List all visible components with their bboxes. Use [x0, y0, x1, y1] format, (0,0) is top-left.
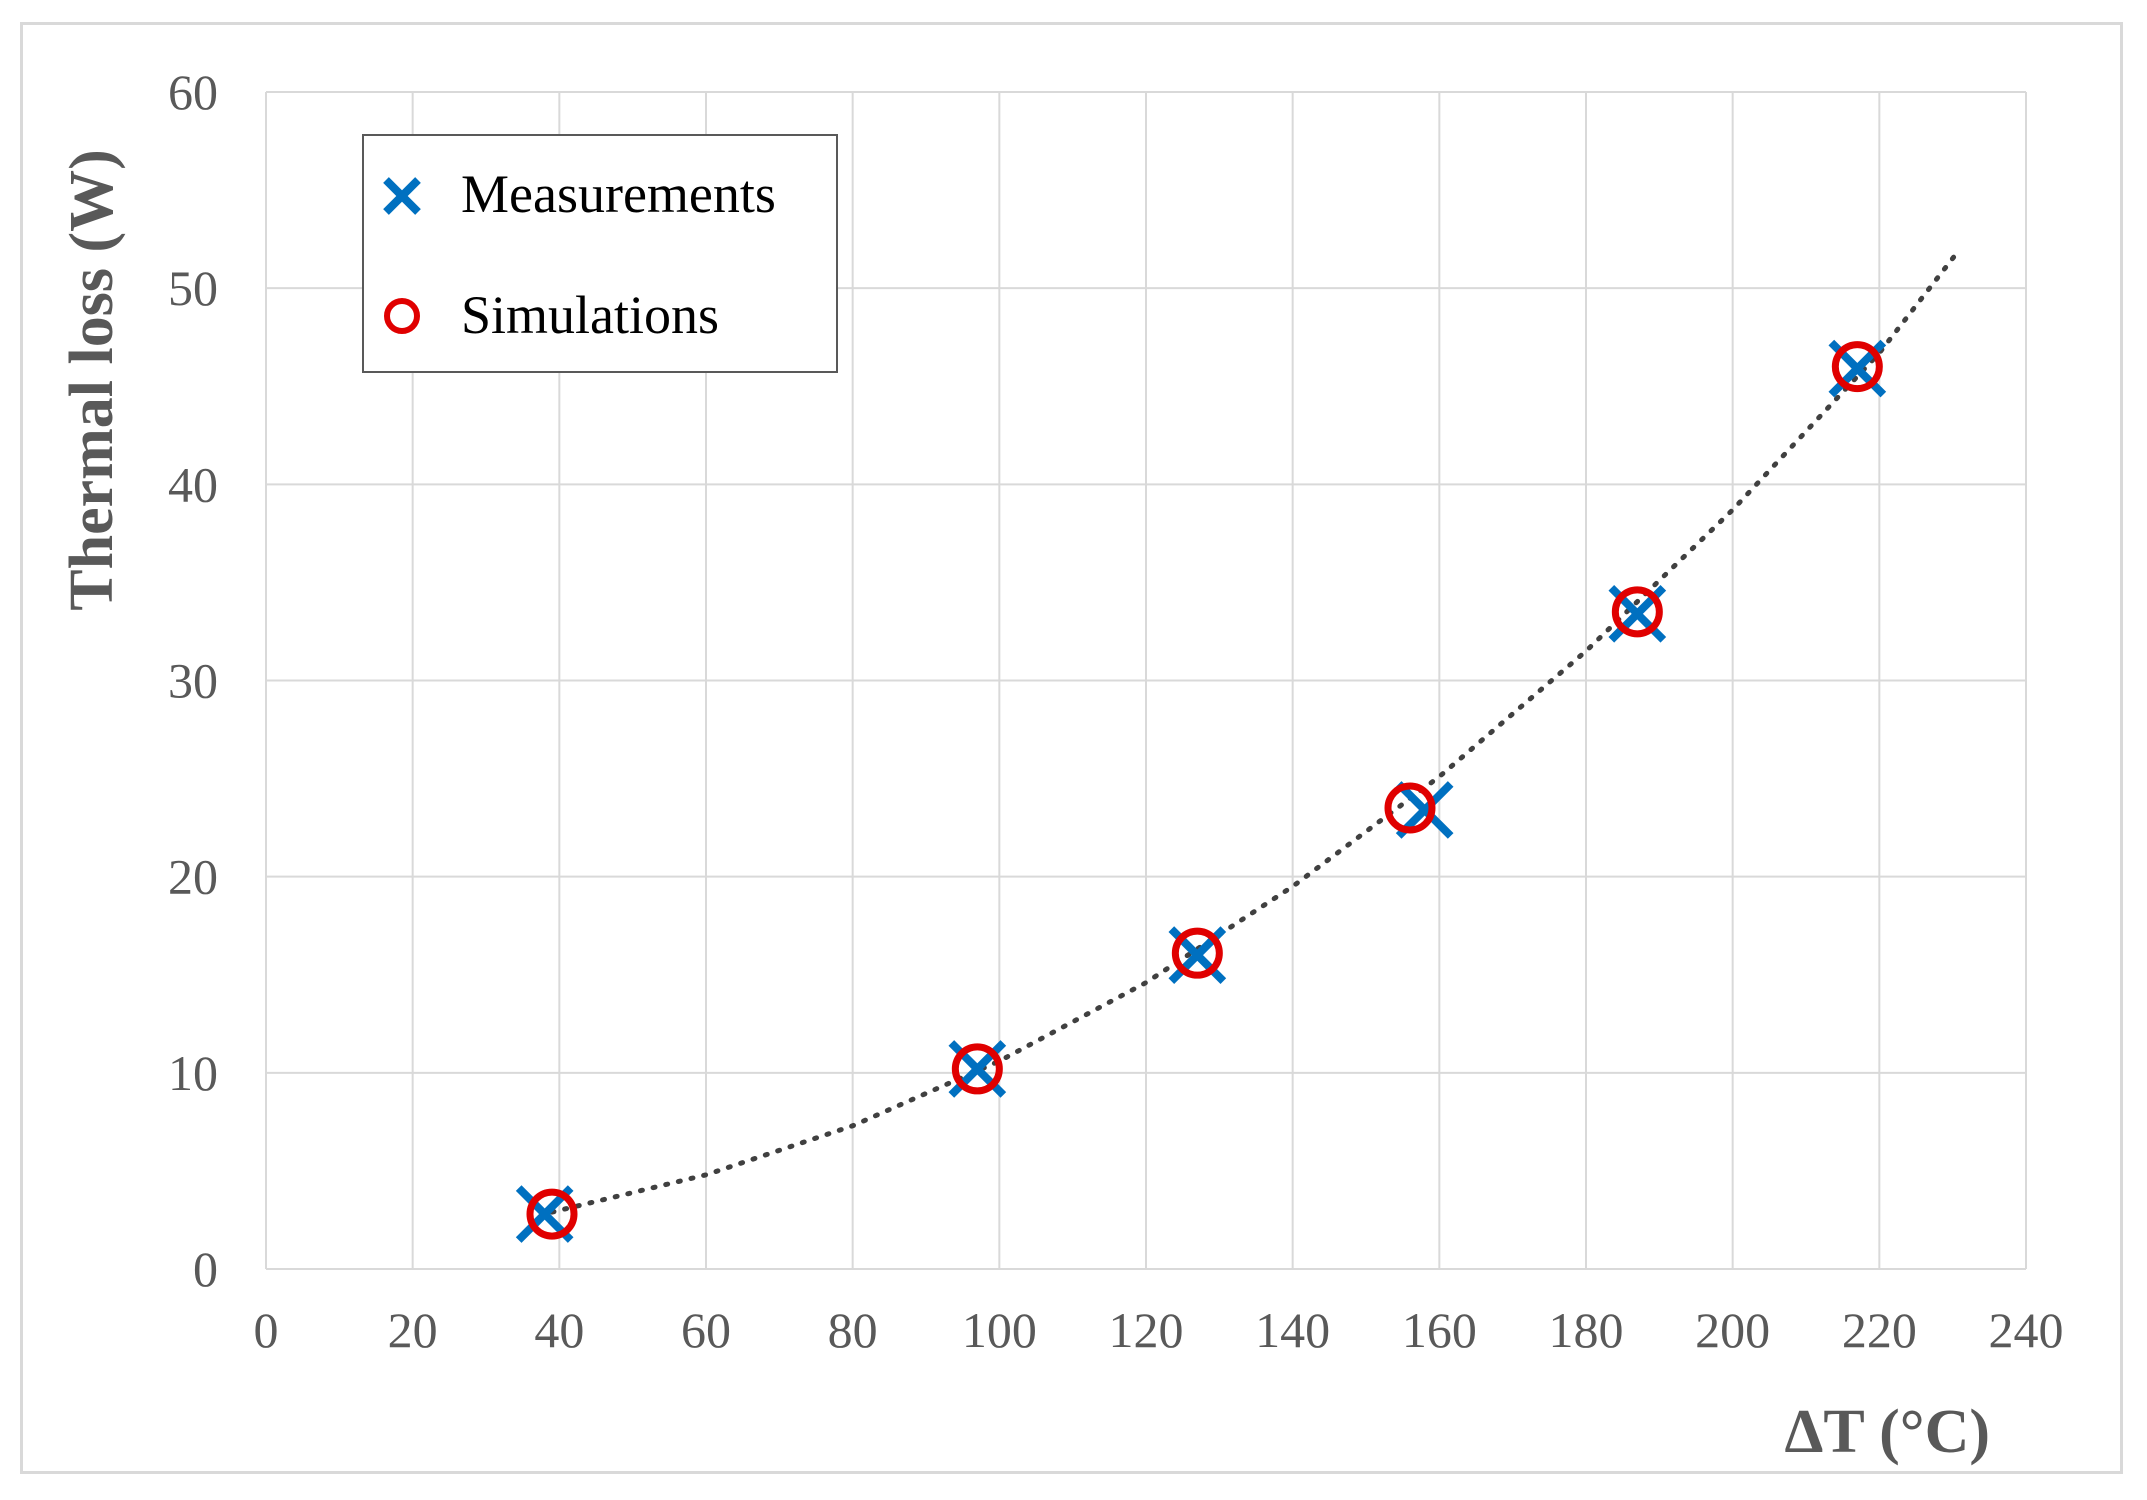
simulation-point: [1831, 341, 1883, 393]
trendline: [549, 246, 1963, 1215]
x-tick-label: 240: [1989, 1302, 2064, 1358]
legend-x-mark: [383, 177, 421, 215]
x-tick-label: 140: [1255, 1302, 1330, 1358]
legend-simulations-label: Simulations: [461, 285, 719, 345]
x-tick-label: 200: [1695, 1302, 1770, 1358]
simulation-point: [1171, 927, 1223, 979]
marks-group: [515, 339, 1887, 1243]
trendline-group: [549, 246, 1963, 1215]
x-tick-label: 80: [828, 1302, 878, 1358]
x-tick-label: 180: [1549, 1302, 1624, 1358]
legend: Measurements Simulations: [362, 134, 838, 373]
x-tick-label: 20: [388, 1302, 438, 1358]
x-tick-label: 220: [1842, 1302, 1917, 1358]
x-tick-label: 120: [1109, 1302, 1184, 1358]
x-tick-label: 40: [534, 1302, 584, 1358]
y-tick-label: 20: [168, 849, 218, 905]
measurement-point: [948, 1040, 1007, 1098]
y-tick-label: 30: [168, 653, 218, 709]
legend-box: [362, 134, 838, 373]
y-tick-label: 10: [168, 1045, 218, 1101]
x-axis-title: ΔT (°C): [1785, 1398, 1990, 1466]
y-axis-title: Thermal loss (W): [58, 149, 126, 611]
x-tick-label: 0: [254, 1302, 279, 1358]
simulation-point: [951, 1043, 1003, 1095]
y-tick-label: 60: [168, 64, 218, 120]
x-tick-label: 160: [1402, 1302, 1477, 1358]
legend-measurements-icon: [383, 177, 421, 215]
x-tick-label: 60: [681, 1302, 731, 1358]
simulation-point: [1384, 782, 1436, 834]
legend-simulations-icon: [384, 298, 420, 334]
simulation-point: [1611, 586, 1663, 638]
simulation-point: [526, 1188, 578, 1240]
tick-labels: 0 20 40 60 80 100 120 140 160 180 200 220 240 0 10 20 30…: [168, 64, 2064, 1358]
legend-measurements-label: Measurements: [461, 164, 776, 224]
y-tick-label: 0: [193, 1241, 218, 1297]
y-tick-label: 40: [168, 456, 218, 512]
x-tick-label: 100: [962, 1302, 1037, 1358]
y-tick-label: 50: [168, 260, 218, 316]
